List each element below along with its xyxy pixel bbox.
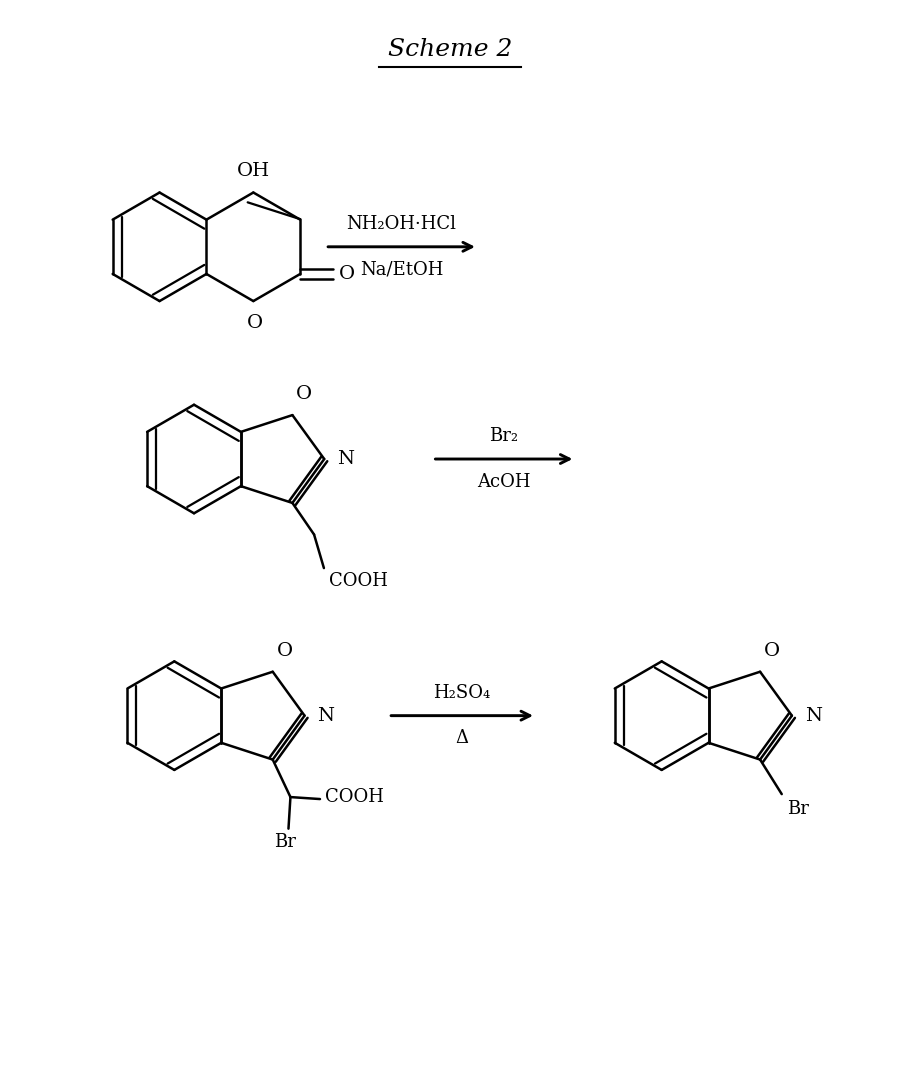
Text: Br: Br [787,800,808,818]
Text: O: O [338,265,355,283]
Text: O: O [296,385,312,403]
Text: Δ: Δ [455,730,469,748]
Text: COOH: COOH [328,572,388,590]
Text: OH: OH [237,162,270,179]
Text: Br: Br [274,833,295,851]
Text: O: O [764,642,780,660]
Text: Na/EtOH: Na/EtOH [360,261,443,279]
Text: COOH: COOH [325,788,383,806]
Text: NH₂OH·HCl: NH₂OH·HCl [346,215,456,233]
Text: Scheme 2: Scheme 2 [388,38,512,60]
Text: Br₂: Br₂ [490,427,518,445]
Text: O: O [248,314,264,332]
Text: AcOH: AcOH [477,473,531,490]
Text: N: N [337,450,354,468]
Text: N: N [318,707,334,724]
Text: N: N [805,707,822,724]
Text: H₂SO₄: H₂SO₄ [434,684,491,702]
Text: O: O [276,642,292,660]
